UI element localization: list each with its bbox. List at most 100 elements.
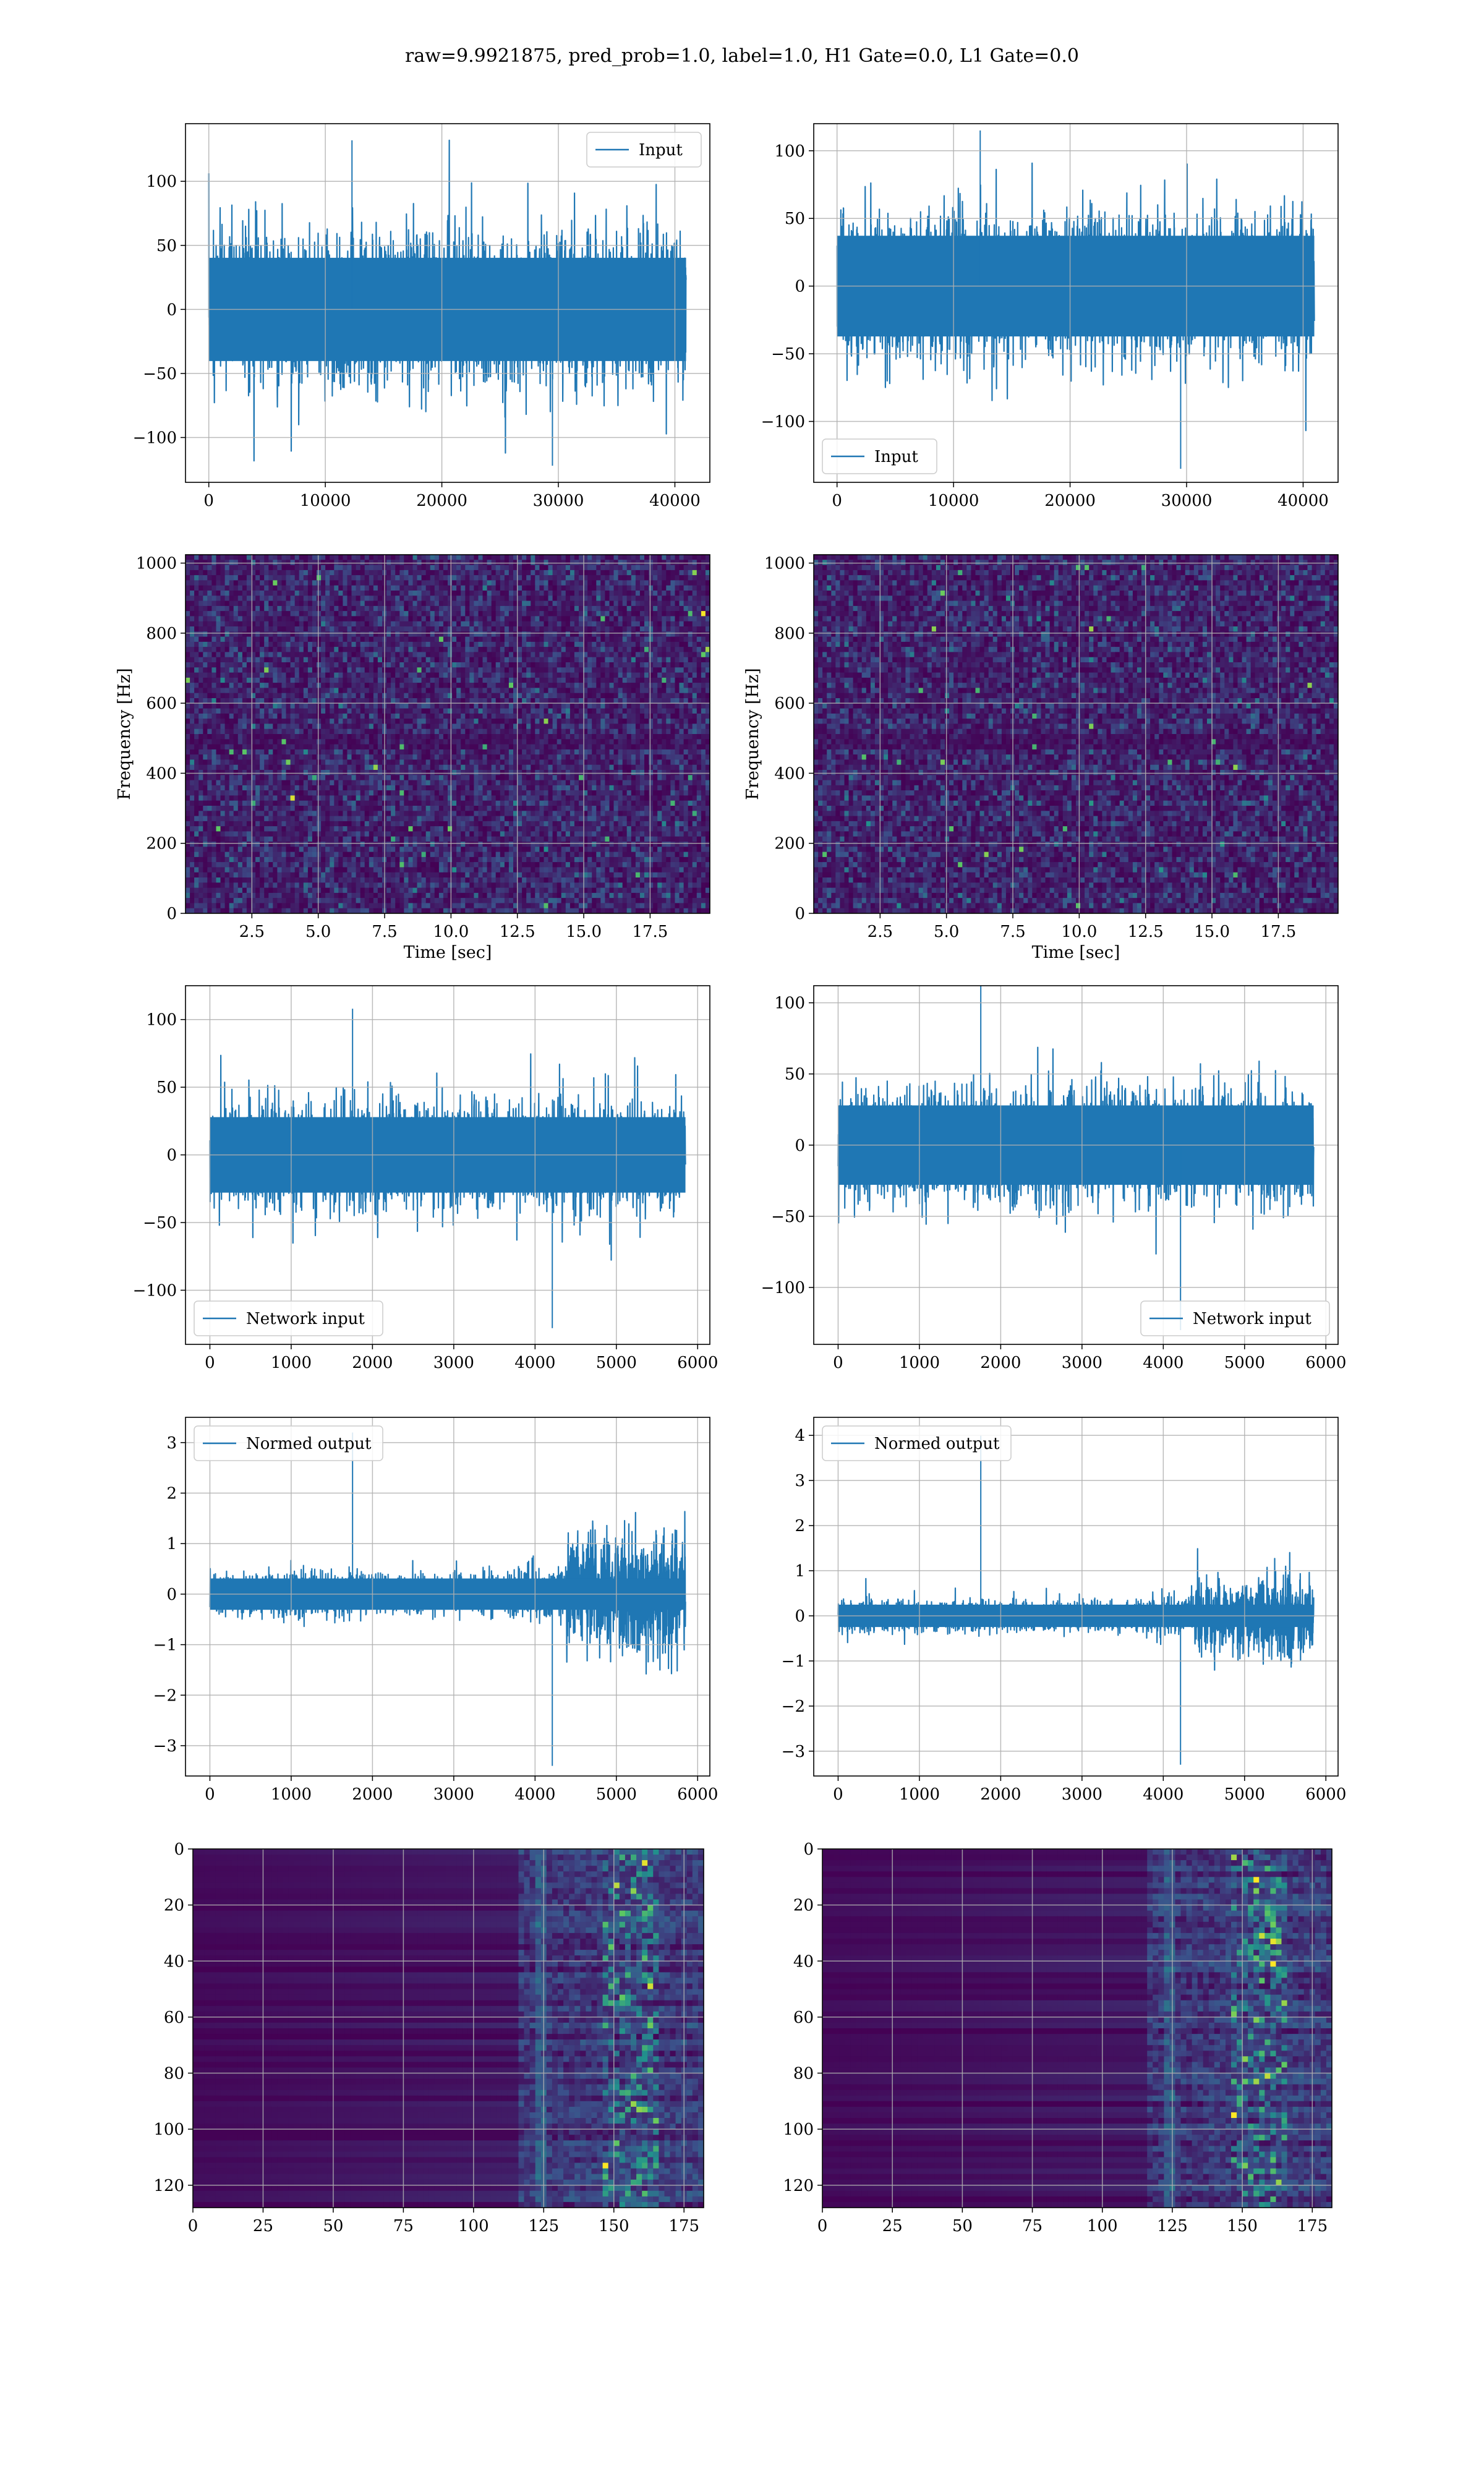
legend-label: Normed output bbox=[246, 1435, 372, 1453]
x-tick-label: 10.0 bbox=[433, 923, 469, 941]
x-tick-label: 1000 bbox=[899, 1785, 940, 1804]
y-tick-label: 0 bbox=[795, 905, 805, 923]
y-tick-label: 600 bbox=[146, 694, 177, 713]
y-tick-label: 0 bbox=[166, 905, 177, 923]
y-axis-label: Frequency [Hz] bbox=[743, 668, 762, 800]
y-tick-label: 100 bbox=[774, 142, 805, 161]
y-tick-label: 400 bbox=[774, 764, 805, 783]
y-tick-label: 40 bbox=[164, 1952, 184, 1971]
figure-suptitle: raw=9.9921875, pred_prob=1.0, label=1.0,… bbox=[405, 45, 1079, 67]
x-tick-label: 2.5 bbox=[868, 923, 893, 941]
y-tick-label: 40 bbox=[793, 1952, 814, 1971]
x-tick-label: 10.0 bbox=[1061, 923, 1097, 941]
x-tick-label: 2000 bbox=[352, 1785, 393, 1804]
x-tick-label: 4000 bbox=[514, 1354, 555, 1372]
y-tick-label: 60 bbox=[793, 2009, 814, 2027]
y-tick-label: 20 bbox=[164, 1897, 184, 1915]
y-tick-label: 60 bbox=[164, 2009, 184, 2027]
y-tick-label: 800 bbox=[146, 625, 177, 643]
legend: Input bbox=[822, 439, 937, 474]
x-tick-label: 17.5 bbox=[632, 923, 668, 941]
y-tick-label: −2 bbox=[782, 1697, 805, 1716]
y-tick-label: 100 bbox=[153, 2120, 184, 2139]
legend: Normed output bbox=[194, 1426, 383, 1461]
legend: Normed output bbox=[822, 1426, 1011, 1461]
y-tick-label: −100 bbox=[761, 413, 805, 432]
x-tick-label: 12.5 bbox=[1128, 923, 1164, 941]
x-tick-label: 5.0 bbox=[934, 923, 959, 941]
legend-label: Normed output bbox=[874, 1435, 1000, 1453]
x-tick-label: 40000 bbox=[1277, 492, 1329, 510]
x-tick-label: 30000 bbox=[533, 492, 584, 510]
x-tick-label: 12.5 bbox=[500, 923, 535, 941]
y-tick-label: 100 bbox=[774, 994, 805, 1013]
y-tick-label: 0 bbox=[166, 301, 177, 319]
x-tick-label: 3000 bbox=[433, 1785, 474, 1804]
x-tick-label: 75 bbox=[393, 2217, 414, 2235]
y-tick-label: 1000 bbox=[764, 555, 805, 573]
x-tick-label: 175 bbox=[668, 2217, 699, 2235]
x-tick-label: 100 bbox=[1087, 2217, 1118, 2235]
y-tick-label: 3 bbox=[166, 1434, 177, 1453]
legend-label: Input bbox=[639, 141, 683, 160]
x-tick-label: 6000 bbox=[677, 1785, 718, 1804]
y-tick-label: 120 bbox=[783, 2177, 814, 2195]
plot-area bbox=[822, 1849, 1333, 2208]
y-tick-label: 800 bbox=[774, 625, 805, 643]
legend: Network input bbox=[194, 1301, 383, 1336]
x-tick-label: 0 bbox=[203, 492, 214, 510]
x-tick-label: 10000 bbox=[928, 492, 979, 510]
x-tick-label: 0 bbox=[832, 492, 842, 510]
x-tick-label: 4000 bbox=[514, 1785, 555, 1804]
y-tick-label: 1 bbox=[166, 1535, 177, 1553]
x-tick-label: 0 bbox=[833, 1354, 843, 1372]
x-tick-label: 7.5 bbox=[1000, 923, 1025, 941]
y-tick-label: 2 bbox=[166, 1485, 177, 1503]
y-tick-label: 50 bbox=[156, 237, 177, 255]
y-tick-label: 120 bbox=[153, 2177, 184, 2195]
y-tick-label: 1 bbox=[795, 1562, 805, 1581]
x-tick-label: 100 bbox=[458, 2217, 489, 2235]
y-tick-label: 3 bbox=[795, 1472, 805, 1490]
x-tick-label: 5.0 bbox=[305, 923, 331, 941]
y-tick-label: −3 bbox=[782, 1743, 805, 1761]
y-tick-label: −100 bbox=[133, 429, 177, 448]
x-tick-label: 150 bbox=[599, 2217, 629, 2235]
x-tick-label: 150 bbox=[1227, 2217, 1258, 2235]
x-tick-label: 125 bbox=[528, 2217, 559, 2235]
x-tick-label: 50 bbox=[952, 2217, 973, 2235]
x-tick-label: 5000 bbox=[596, 1785, 637, 1804]
y-tick-label: 600 bbox=[774, 694, 805, 713]
x-axis-label: Time [sec] bbox=[1032, 943, 1120, 962]
y-tick-label: −1 bbox=[782, 1652, 805, 1671]
y-tick-label: 100 bbox=[146, 1011, 177, 1030]
x-tick-label: 1000 bbox=[271, 1354, 312, 1372]
x-tick-label: 25 bbox=[253, 2217, 273, 2235]
y-tick-label: 400 bbox=[146, 764, 177, 783]
y-tick-label: 0 bbox=[795, 278, 805, 296]
plot-area bbox=[186, 555, 710, 914]
x-tick-label: 0 bbox=[833, 1785, 843, 1804]
y-tick-label: −3 bbox=[153, 1737, 177, 1756]
y-tick-label: −2 bbox=[153, 1686, 177, 1705]
y-tick-label: 80 bbox=[793, 2065, 814, 2083]
x-tick-label: 1000 bbox=[271, 1785, 312, 1804]
y-tick-label: −100 bbox=[133, 1281, 177, 1300]
y-tick-label: 0 bbox=[166, 1146, 177, 1165]
y-tick-label: 100 bbox=[783, 2120, 814, 2139]
y-tick-label: 200 bbox=[146, 835, 177, 853]
x-tick-label: 0 bbox=[817, 2217, 828, 2235]
x-tick-label: 6000 bbox=[1305, 1354, 1346, 1372]
y-tick-label: 4 bbox=[795, 1427, 805, 1445]
x-tick-label: 4000 bbox=[1143, 1354, 1183, 1372]
legend-label: Input bbox=[874, 448, 918, 466]
x-tick-label: 6000 bbox=[677, 1354, 718, 1372]
y-tick-label: −50 bbox=[771, 345, 805, 364]
plot-area bbox=[814, 555, 1339, 914]
y-tick-label: 50 bbox=[785, 1065, 805, 1084]
x-tick-label: 1000 bbox=[899, 1354, 940, 1372]
y-tick-label: 80 bbox=[164, 2065, 184, 2083]
